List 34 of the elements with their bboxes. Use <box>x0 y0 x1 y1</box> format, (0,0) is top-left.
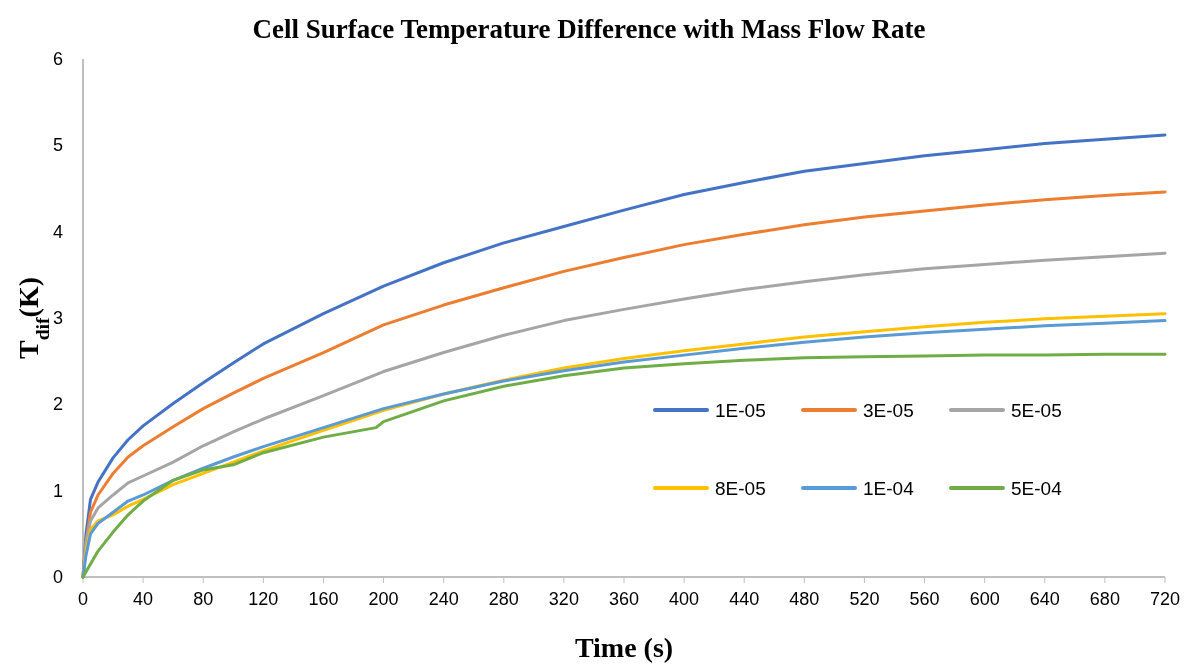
y-tick-label: 6 <box>52 49 63 69</box>
x-tick-label: 600 <box>969 589 1000 609</box>
legend-label: 3E-05 <box>863 400 914 421</box>
x-tick-label: 320 <box>548 589 579 609</box>
x-tick-label: 480 <box>789 589 820 609</box>
legend-label: 1E-05 <box>715 400 766 421</box>
legend-label: 5E-05 <box>1011 400 1062 421</box>
y-tick-label: 3 <box>52 308 63 328</box>
x-tick-label: 640 <box>1029 589 1060 609</box>
chart-title: Cell Surface Temperature Difference with Mass Flow Rate <box>252 14 926 44</box>
x-tick-label: 680 <box>1089 589 1120 609</box>
x-tick-label: 360 <box>608 589 640 609</box>
legend-label: 1E-04 <box>863 478 915 499</box>
x-axis-title: Time (s) <box>574 632 674 663</box>
x-tick-label: 520 <box>849 589 880 609</box>
y-tick-label: 5 <box>52 135 63 156</box>
x-tick-label: 400 <box>669 589 700 609</box>
x-tick-label: 440 <box>729 589 760 609</box>
x-tick-label: 200 <box>368 589 399 609</box>
y-tick-label: 2 <box>52 394 63 415</box>
y-tick-label: 0 <box>52 567 63 587</box>
legend-label: 5E-04 <box>1011 478 1063 499</box>
x-tick-label: 160 <box>308 589 339 609</box>
y-tick-label: 4 <box>52 221 63 242</box>
y-tick-label: 1 <box>52 480 63 501</box>
x-tick-label: 0 <box>77 589 89 609</box>
x-tick-label: 80 <box>193 589 214 609</box>
legend-label: 8E-05 <box>715 478 766 499</box>
x-tick-label: 560 <box>909 589 940 609</box>
x-tick-label: 720 <box>1149 589 1181 609</box>
x-tick-label: 280 <box>488 589 519 609</box>
x-tick-label: 120 <box>248 589 279 609</box>
x-tick-label: 40 <box>133 589 154 609</box>
x-tick-label: 240 <box>428 589 459 609</box>
